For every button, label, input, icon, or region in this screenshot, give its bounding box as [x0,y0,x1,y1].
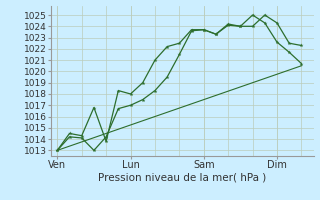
X-axis label: Pression niveau de la mer( hPa ): Pression niveau de la mer( hPa ) [98,173,267,183]
